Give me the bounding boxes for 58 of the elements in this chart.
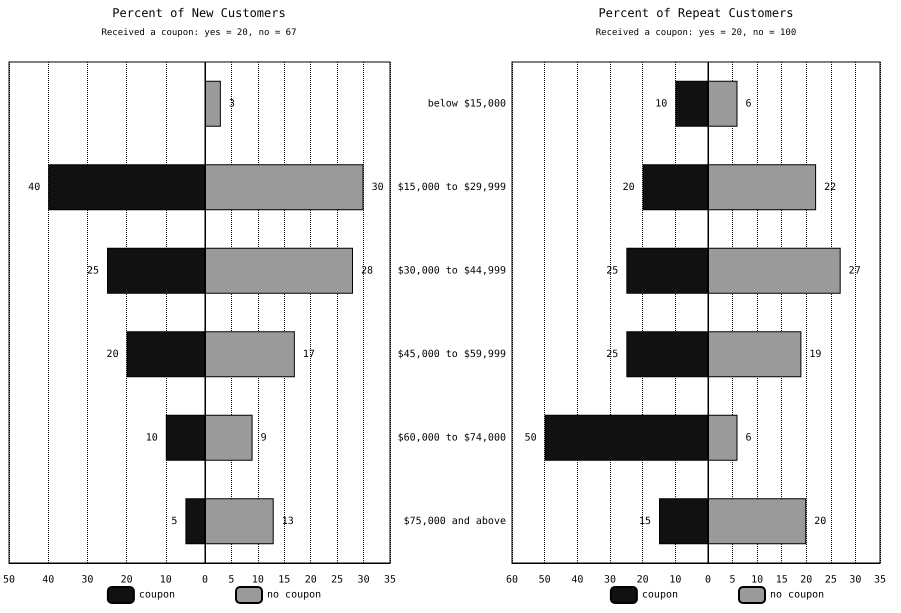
legend-label: coupon <box>642 590 678 600</box>
legend-label: no coupon <box>770 590 824 600</box>
x-tick-label: 35 <box>874 574 886 586</box>
data-label: 27 <box>848 265 861 276</box>
x-tick-label: 30 <box>604 574 616 586</box>
chart-subtitle: Received a coupon: yes = 20, no = 67 <box>100 28 298 38</box>
x-tick-label: 50 <box>2 574 16 586</box>
y-tick-label: below $15,000 <box>428 98 506 110</box>
y-tick-label: $15,000 to $29,999 <box>398 182 506 193</box>
x-tick-label: 30 <box>81 574 94 586</box>
data-label: 6 <box>745 432 752 444</box>
data-label: 10 <box>655 98 668 110</box>
x-tick-label: 10 <box>160 574 172 586</box>
x-tick-label: 5 <box>730 574 736 586</box>
data-label: 20 <box>622 182 635 193</box>
legend-label: coupon <box>138 590 175 600</box>
data-label: 9 <box>260 432 267 444</box>
chart-title: Percent of Repeat Customers <box>597 6 795 20</box>
data-label: 20 <box>814 516 826 527</box>
x-tick-label: 30 <box>849 574 862 586</box>
data-label: 10 <box>146 432 158 444</box>
x-tick-label: 5 <box>228 574 234 586</box>
data-label: 30 <box>372 182 384 193</box>
x-tick-label: 25 <box>331 574 344 586</box>
x-tick-label: 15 <box>776 574 788 586</box>
chart-title: Percent of New Customers <box>111 6 287 20</box>
x-tick-label: 30 <box>358 574 370 586</box>
x-tick-label: 20 <box>636 574 649 586</box>
data-label: 22 <box>824 182 836 193</box>
data-label: 50 <box>524 432 537 444</box>
x-tick-label: 0 <box>704 574 712 586</box>
y-tick-label: $75,000 and above <box>404 516 506 527</box>
data-label: 25 <box>86 265 100 276</box>
x-tick-label: 40 <box>42 574 54 586</box>
x-tick-label: 10 <box>669 574 682 586</box>
x-tick-label: 60 <box>506 574 518 586</box>
data-label: 6 <box>745 98 752 110</box>
y-tick-label: $45,000 to $59,999 <box>398 348 506 360</box>
data-label: 40 <box>28 182 40 193</box>
data-label: 5 <box>171 516 178 527</box>
legend-label: no coupon <box>267 590 322 600</box>
data-label: 19 <box>809 348 822 360</box>
data-label: 20 <box>106 348 119 360</box>
x-tick-label: 20 <box>120 574 133 586</box>
x-tick-label: 15 <box>278 574 290 586</box>
y-tick-label: $30,000 to $44,999 <box>398 265 506 276</box>
x-tick-label: 20 <box>800 574 812 586</box>
x-tick-label: 0 <box>202 574 208 586</box>
x-tick-label: 40 <box>571 574 584 586</box>
x-tick-label: 10 <box>751 574 764 586</box>
x-tick-label: 20 <box>304 574 317 586</box>
x-tick-label: 50 <box>538 574 551 586</box>
data-label: 17 <box>302 348 315 360</box>
chart-subtitle: Received a coupon: yes = 20, no = 100 <box>594 28 798 38</box>
y-tick-label: $60,000 to $74,000 <box>398 432 506 444</box>
x-tick-label: 35 <box>384 574 396 586</box>
x-tick-label: 25 <box>824 574 837 586</box>
x-tick-label: 10 <box>252 574 264 586</box>
